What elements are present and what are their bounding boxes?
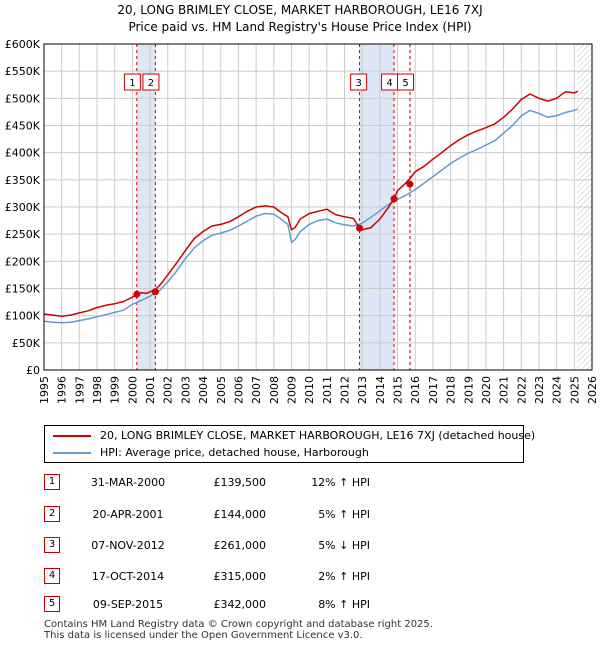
legend-label-property: 20, LONG BRIMLEY CLOSE, MARKET HARBOROUG… [100,428,535,444]
sale-price: £342,000 [190,598,266,611]
legend-swatch-hpi [53,452,91,454]
x-tick-label: 2014 [374,376,387,404]
legend: 20, LONG BRIMLEY CLOSE, MARKET HARBOROUG… [44,425,524,463]
x-tick-label: 2023 [533,376,546,404]
sale-price: £315,000 [190,570,266,583]
y-tick-label: £500K [5,92,41,105]
x-tick-label: 1997 [73,376,86,404]
y-tick-label: £600K [5,38,41,51]
sale-point [391,195,398,202]
y-tick-label: £200K [5,255,41,268]
x-tick-label: 2001 [144,376,157,404]
y-tick-label: £250K [5,228,41,241]
footer-license: This data is licensed under the Open Gov… [44,630,433,641]
sale-point [133,291,140,298]
x-tick-label: 1995 [38,376,51,404]
x-tick-label: 2005 [215,376,228,404]
x-tick-label: 2020 [480,376,493,404]
sale-number-badge: 1 [44,474,60,490]
sale-price: £144,000 [190,508,266,521]
x-tick-label: 2007 [250,376,263,404]
sale-hpi-change: 8% ↑ HPI [270,598,370,611]
sale-number-label: 3 [355,78,361,89]
x-tick-label: 2017 [427,376,440,404]
sale-row: 4 17-OCT-2014 £315,000 2% ↑ HPI [0,568,600,588]
sale-date: 17-OCT-2014 [78,570,178,583]
legend-label-hpi: HPI: Average price, detached house, Harb… [100,445,369,461]
x-tick-label: 2004 [197,376,210,404]
sale-point [152,288,159,295]
sale-point [406,181,413,188]
sale-hpi-change: 5% ↓ HPI [270,539,370,552]
chart-subtitle: Price paid vs. HM Land Registry's House … [128,20,471,34]
x-tick-label: 2018 [445,376,458,404]
sale-row: 2 20-APR-2001 £144,000 5% ↑ HPI [0,506,600,526]
x-tick-label: 2012 [339,376,352,404]
y-tick-label: £50K [12,337,41,350]
sale-hpi-change: 5% ↑ HPI [270,508,370,521]
x-tick-label: 2003 [179,376,192,404]
x-tick-label: 2009 [285,376,298,404]
sale-point [356,225,363,232]
x-tick-label: 2026 [586,376,599,404]
sale-row: 3 07-NOV-2012 £261,000 5% ↓ HPI [0,537,600,557]
x-tick-label: 2011 [321,376,334,404]
y-tick-label: £350K [5,174,41,187]
sale-date: 31-MAR-2000 [78,476,178,489]
footer-copyright: Contains HM Land Registry data © Crown c… [44,619,433,630]
x-tick-label: 1998 [91,376,104,404]
sale-number-label: 1 [129,78,135,89]
price-chart: 20, LONG BRIMLEY CLOSE, MARKET HARBOROUG… [0,0,600,420]
x-tick-label: 2000 [126,376,139,404]
sale-number-label: 4 [386,78,392,89]
x-tick-label: 2019 [462,376,475,404]
sale-number-badge: 2 [44,506,60,522]
y-tick-label: £150K [5,283,41,296]
y-tick-label: £100K [5,310,41,323]
sale-date: 20-APR-2001 [78,508,178,521]
x-tick-label: 2024 [551,376,564,404]
sale-hpi-change: 2% ↑ HPI [270,570,370,583]
x-tick-label: 2013 [356,376,369,404]
sale-row: 5 09-SEP-2015 £342,000 8% ↑ HPI [0,596,600,616]
x-tick-label: 2002 [162,376,175,404]
x-tick-label: 2022 [515,376,528,404]
sale-price: £261,000 [190,539,266,552]
y-tick-label: £0 [26,364,40,377]
sale-row: 1 31-MAR-2000 £139,500 12% ↑ HPI [0,474,600,494]
sale-number-label: 5 [402,78,408,89]
x-tick-label: 2006 [232,376,245,404]
x-tick-label: 2021 [498,376,511,404]
y-tick-label: £300K [5,201,41,214]
x-tick-label: 2015 [392,376,405,404]
sale-number-badge: 3 [44,537,60,553]
x-tick-label: 1996 [56,376,69,404]
sale-price: £139,500 [190,476,266,489]
chart-title: 20, LONG BRIMLEY CLOSE, MARKET HARBOROUG… [117,3,482,17]
legend-swatch-property [53,435,91,437]
y-tick-label: £550K [5,65,41,78]
sale-hpi-change: 12% ↑ HPI [270,476,370,489]
x-tick-label: 2025 [568,376,581,404]
sale-number-badge: 5 [44,596,60,612]
x-tick-label: 2010 [303,376,316,404]
x-tick-label: 2016 [409,376,422,404]
sale-number-label: 2 [148,78,154,89]
sale-number-badge: 4 [44,568,60,584]
sale-date: 09-SEP-2015 [78,598,178,611]
y-tick-label: £400K [5,147,41,160]
x-tick-label: 1999 [109,376,122,404]
sale-date: 07-NOV-2012 [78,539,178,552]
x-tick-label: 2008 [268,376,281,404]
footer: Contains HM Land Registry data © Crown c… [44,619,433,641]
y-tick-label: £450K [5,120,41,133]
